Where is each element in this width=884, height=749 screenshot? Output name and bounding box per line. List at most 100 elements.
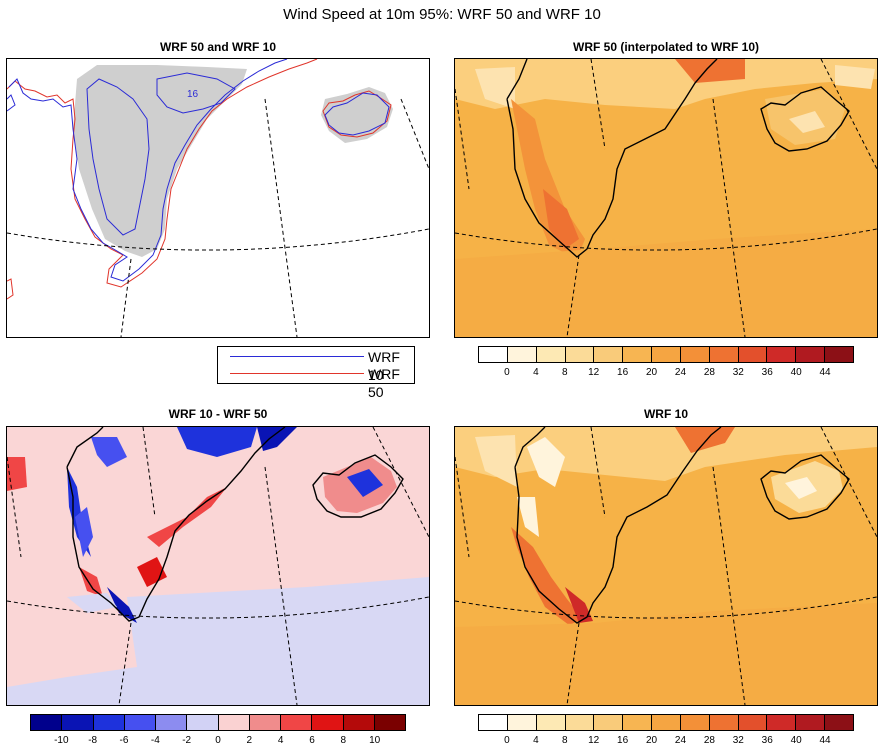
colorbar-cell [124,715,156,730]
colorbar-cell [825,347,853,362]
colorbar-cell [187,715,219,730]
wrf10-field-map [455,427,877,705]
colorbar-cell [738,347,768,362]
colorbar-tick-label: -2 [182,735,192,746]
colorbar-cell [767,347,797,362]
colorbar-cell [738,715,768,730]
colorbar-tick-label: 20 [645,367,658,378]
colorbar-tick-label: 40 [790,367,802,378]
colorbar-tick-label: 2 [246,735,253,746]
colorbar-cell [796,347,826,362]
panel-title-top-right: WRF 50 (interpolated to WRF 10) [573,40,759,54]
colorbar-tick-label: 36 [761,367,773,378]
colorbar-tick-label: 10 [369,735,381,746]
land-mask-island [321,87,393,143]
colorbar-cell [62,715,94,730]
colorbar-cell [281,715,313,730]
colorbar-tick-label: 8 [561,735,568,746]
colorbar-tick-label: 8 [561,367,568,378]
coastline [66,427,286,622]
graticule-lon-1 [120,258,132,337]
coastline [506,59,718,258]
colorbar-cell [93,715,125,730]
colorbar-tick-label: 32 [732,367,744,378]
colorbar-cells [478,714,854,731]
speed-colorbar-bottom: 0 4 8 12 16 20 24 28 32 36 40 44 [478,714,854,749]
colorbar-tick-label: 0 [215,735,221,746]
colorbar-tick-label: 24 [674,367,687,378]
colorbar-cell [825,715,853,730]
colorbar-cell [709,715,739,730]
graticule-lon-3 [400,98,429,170]
colorbar-cell [565,715,595,730]
colorbar-tick-label: 4 [533,367,539,378]
colorbar-cell [312,715,344,730]
colorbar-cell [536,347,566,362]
panel-title-bottom-left: WRF 10 - WRF 50 [168,407,268,421]
colorbar-tick-label: 4 [533,735,539,746]
wrf50-field-map [455,59,877,337]
colorbar-cell [507,715,537,730]
legend-item-wrf50: WRF 50 [230,365,406,400]
colorbar-tick-label: 20 [645,735,658,746]
colorbar-tick-label: -4 [150,735,160,746]
colorbar-tick-label: -8 [88,735,98,746]
wrf10-inner [86,78,150,236]
legend-label-wrf10: WRF 10 [368,349,400,383]
colorbar-tick-label: 28 [703,735,715,746]
colorbar-tick-label: 8 [340,735,347,746]
difference-map [7,427,429,705]
colorbar-cell [796,715,826,730]
contour-map: 16 [7,59,429,337]
map-panel-top-left: 16 [6,58,430,338]
colorbar-tick-label: -6 [119,735,129,746]
map-panel-bottom-left [6,426,430,706]
map-panel-top-right [454,58,878,338]
colorbar-tick-label: 16 [617,735,629,746]
land-mask [73,65,247,257]
wrf50-south [7,278,14,300]
legend-item-wrf10: WRF 10 [230,348,406,383]
colorbar-tick-label: 12 [588,367,600,378]
colorbar-cell [479,715,508,730]
colorbar-tick-label: 0 [504,367,510,378]
colorbar-cell [594,715,624,730]
graticule-lat [7,228,429,251]
colorbar-tick-label: -10 [54,735,69,746]
line-legend: WRF 10 WRF 50 [217,346,415,400]
colorbar-cell [652,347,681,362]
colorbar-cell [479,347,508,362]
panel-title-bottom-right: WRF 10 [643,407,688,421]
difference-colorbar: -10 -8 -6 -4 -2 0 2 4 6 8 10 [30,714,406,749]
wrf10-coastline [8,59,288,282]
figure-title: Wind Speed at 10m 95%: WRF 50 and WRF 10 [283,6,601,23]
graticule-lon-2 [264,98,298,337]
colorbar-tick-label: 28 [703,367,715,378]
colorbar-tick-label: 16 [617,367,629,378]
colorbar-cell [623,347,653,362]
colorbar-cell [218,715,250,730]
wrf10-left [7,94,16,112]
map-panel-bottom-right [454,426,878,706]
colorbar-cell [680,715,710,730]
colorbar-cell [374,715,405,730]
island-coastline [760,454,850,520]
wrf50-island [322,90,392,138]
colorbar-tick-label: 6 [309,735,315,746]
contour-label: 16 [187,89,199,100]
colorbar-cell [565,347,595,362]
speed-colorbar-top: 0 4 8 12 16 20 24 28 32 36 40 44 [478,346,854,386]
colorbar-tick-label: 44 [819,735,831,746]
legend-line-wrf10 [230,356,364,357]
colorbar-tick-label: 40 [790,735,802,746]
colorbar-tick-label: 44 [819,367,831,378]
colorbar-cell [249,715,281,730]
island-coastline [312,454,404,518]
colorbar-tick-label: 36 [761,735,773,746]
wrf10-island [324,92,390,136]
colorbar-cell [343,715,375,730]
wrf50-coastline [7,59,318,288]
wrf10-inner-2 [156,72,236,114]
colorbar-cell [31,715,63,730]
colorbar-cell [536,715,566,730]
